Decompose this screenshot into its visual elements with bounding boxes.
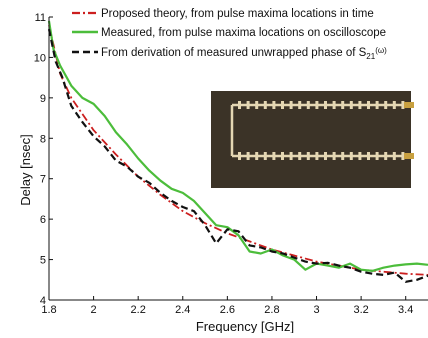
x-tick-label: 2	[91, 304, 97, 316]
x-tick-label: 3	[313, 304, 319, 316]
series-line-1	[48, 24, 428, 276]
inset-stub	[238, 101, 241, 109]
inset-stub	[281, 101, 284, 109]
inset-stub	[298, 152, 302, 160]
y-tick-label: 11	[35, 12, 46, 24]
inset-stub	[349, 152, 353, 160]
x-tick-label: 2.4	[175, 304, 190, 316]
inset-connector	[404, 153, 414, 159]
y-tick-label: 5	[40, 255, 46, 267]
legend-label-2: Measured, from pulse maxima locations on…	[101, 27, 386, 39]
inset-stub	[272, 101, 276, 109]
y-tick-label: 9	[40, 93, 46, 105]
legend-label-1: Proposed theory, from pulse maxima locat…	[101, 8, 374, 20]
inset-stub	[324, 101, 327, 109]
inset-stub	[306, 152, 310, 160]
inset-stub	[246, 101, 250, 109]
inset-stub	[246, 152, 250, 160]
inset-stub	[384, 152, 388, 160]
inset-stub	[332, 152, 336, 160]
inset-stub	[289, 101, 293, 109]
series-layer	[47, 20, 428, 283]
inset-stub	[358, 101, 362, 109]
y-tick-label: 8	[40, 133, 46, 145]
x-tick-label: 2.6	[220, 304, 235, 316]
inset-stub	[358, 152, 362, 160]
inset-stub	[263, 101, 267, 109]
inset-stub	[341, 101, 345, 109]
x-tick-label: 2.8	[264, 304, 279, 316]
inset-photo	[208, 87, 418, 192]
series-line-2	[47, 20, 428, 272]
y-tick-label: 7	[40, 174, 46, 186]
y-axis-label: Delay [nsec]	[18, 134, 33, 206]
y-tick-label: 4	[40, 295, 46, 307]
x-tick-label: 3.4	[398, 304, 413, 316]
x-tick-label: 2.2	[131, 304, 146, 316]
inset-stub	[401, 101, 405, 109]
inset-stub	[298, 101, 302, 109]
inset-stub	[401, 152, 405, 160]
inset-stub	[315, 101, 319, 109]
x-axis-label: Frequency [GHz]	[196, 319, 294, 333]
y-tick-label: 10	[34, 52, 46, 64]
inset-stub	[341, 152, 345, 160]
y-tick-label: 6	[40, 214, 46, 226]
legend: Proposed theory, from pulse maxima locat…	[72, 8, 387, 61]
inset-stub	[367, 101, 370, 109]
inset-stub	[375, 152, 379, 160]
inset-stub	[263, 152, 267, 160]
inset-connector	[404, 102, 414, 108]
legend-label-3: From derivation of measured unwrapped ph…	[101, 46, 387, 61]
inset-stub	[375, 101, 379, 109]
x-tick-label: 1.8	[41, 304, 56, 316]
inset-stub	[384, 101, 388, 109]
inset-stub	[255, 101, 259, 109]
inset-stub	[272, 152, 276, 160]
inset-stub	[349, 101, 353, 109]
inset-stub	[238, 152, 241, 160]
inset-stub	[324, 152, 327, 160]
inset-stub	[392, 101, 396, 109]
inset-stub	[392, 152, 396, 160]
axes: 1.8 2 2.2 2.4 2.6 2.8 3 3.2 3.4 4 5 6 7 8 9 10 11	[34, 12, 428, 316]
inset-stub	[255, 152, 259, 160]
inset-stub	[306, 101, 310, 109]
inset-stub	[281, 152, 284, 160]
inset-stub	[315, 152, 319, 160]
inset-stub	[332, 101, 336, 109]
x-tick-label: 3.2	[353, 304, 368, 316]
inset-stub	[289, 152, 293, 160]
inset-stub	[367, 152, 370, 160]
